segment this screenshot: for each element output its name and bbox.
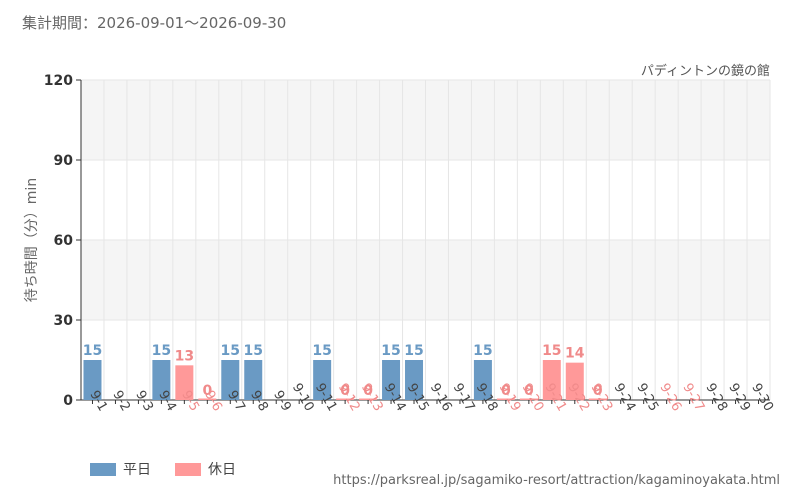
x-tick-label: 9-19 bbox=[496, 381, 524, 414]
y-tick-label: 0 bbox=[63, 393, 73, 409]
bar bbox=[588, 398, 607, 400]
bar bbox=[565, 362, 584, 400]
x-tick-label: 9-27 bbox=[679, 381, 707, 414]
bar bbox=[175, 365, 194, 400]
bar bbox=[244, 360, 263, 400]
x-tick-label: 9-29 bbox=[725, 381, 753, 414]
x-tick-label: 9-26 bbox=[656, 381, 684, 414]
period-label: 集計期間：2026-09-01〜2026-09-30 bbox=[22, 14, 287, 32]
x-tick-label: 9-9 bbox=[270, 388, 294, 414]
data-label: 0 bbox=[363, 383, 373, 399]
legend-holiday: 休日 bbox=[175, 459, 236, 479]
bar bbox=[198, 398, 217, 400]
data-label: 15 bbox=[152, 343, 171, 359]
data-label: 0 bbox=[202, 383, 212, 399]
y-tick-label: 120 bbox=[44, 73, 73, 89]
data-label: 15 bbox=[221, 343, 240, 359]
data-label: 0 bbox=[501, 383, 511, 399]
data-label: 15 bbox=[404, 343, 423, 359]
data-label: 15 bbox=[244, 343, 263, 359]
x-tick-label: 9-25 bbox=[633, 381, 661, 414]
bar bbox=[542, 360, 561, 400]
data-label: 0 bbox=[524, 383, 534, 399]
y-tick-label: 60 bbox=[54, 233, 74, 249]
bar bbox=[359, 398, 378, 400]
attraction-name: パディントンの鏡の館 bbox=[640, 64, 770, 79]
bar bbox=[382, 360, 401, 400]
legend-holiday-label: 休日 bbox=[208, 462, 236, 478]
x-tick-label: 9-23 bbox=[588, 381, 616, 414]
bar bbox=[519, 398, 538, 400]
y-tick-label: 90 bbox=[54, 153, 74, 169]
legend-weekday-label: 平日 bbox=[123, 462, 151, 478]
bar bbox=[405, 360, 424, 400]
bar bbox=[496, 398, 515, 400]
x-tick-label: 9-17 bbox=[450, 381, 478, 414]
data-label: 0 bbox=[340, 383, 350, 399]
source-url: https://parksreal.jp/sagamiko-resort/att… bbox=[333, 473, 780, 488]
weekday-swatch bbox=[90, 462, 116, 476]
data-label: 13 bbox=[175, 348, 194, 364]
holiday-swatch bbox=[175, 462, 201, 476]
data-label: 15 bbox=[381, 343, 400, 359]
data-label: 15 bbox=[312, 343, 331, 359]
x-tick-label: 9-20 bbox=[519, 381, 547, 414]
bar bbox=[83, 360, 102, 400]
x-tick-label: 9-12 bbox=[335, 381, 363, 414]
bar bbox=[152, 360, 171, 400]
x-tick-label: 9-24 bbox=[610, 381, 638, 414]
x-tick-label: 9-13 bbox=[358, 381, 386, 414]
x-tick-label: 9-30 bbox=[748, 381, 776, 414]
y-tick-label: 30 bbox=[54, 313, 74, 329]
x-tick-label: 9-16 bbox=[427, 381, 455, 414]
x-tick-label: 9-10 bbox=[289, 381, 317, 414]
data-label: 0 bbox=[593, 383, 603, 399]
x-tick-label: 9-28 bbox=[702, 381, 730, 414]
data-label: 14 bbox=[565, 346, 585, 362]
legend-weekday: 平日 bbox=[90, 459, 151, 479]
x-tick-label: 9-2 bbox=[109, 388, 133, 414]
y-axis-label: 待ち時間（分）min bbox=[24, 178, 40, 302]
data-label: 15 bbox=[473, 343, 492, 359]
data-label: 15 bbox=[83, 343, 102, 359]
data-label: 15 bbox=[542, 343, 561, 359]
bar bbox=[336, 398, 355, 400]
bar bbox=[221, 360, 240, 400]
bar bbox=[313, 360, 332, 400]
bar bbox=[473, 360, 492, 400]
